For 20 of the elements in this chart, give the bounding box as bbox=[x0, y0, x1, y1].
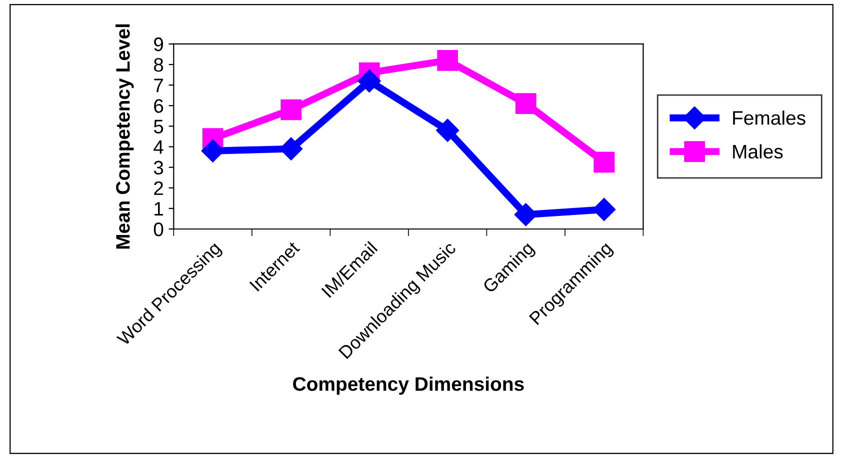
point bbox=[436, 118, 460, 142]
y-tick-label: 0 bbox=[154, 222, 164, 236]
legend-label: Males bbox=[733, 144, 783, 159]
y-tick-label: 2 bbox=[154, 181, 163, 195]
point bbox=[594, 152, 614, 173]
point bbox=[358, 69, 381, 92]
y-tick-label: 4 bbox=[154, 140, 164, 154]
point bbox=[437, 50, 458, 71]
legend-label: Females bbox=[733, 110, 806, 125]
y-tick-label: 5 bbox=[154, 120, 164, 134]
y-tick-label: 1 bbox=[154, 202, 163, 216]
y-axis-title: Mean Competency Level bbox=[116, 24, 134, 249]
y-tick-label: 6 bbox=[154, 99, 164, 113]
point bbox=[280, 99, 302, 120]
y-tick-label: 3 bbox=[154, 160, 164, 175]
y-tick-label: 7 bbox=[154, 78, 163, 92]
y-tick-label: 9 bbox=[154, 37, 164, 52]
x-axis-title: Competency Dimensions bbox=[293, 376, 524, 395]
point bbox=[515, 93, 536, 114]
y-tick-label: 8 bbox=[154, 58, 164, 72]
